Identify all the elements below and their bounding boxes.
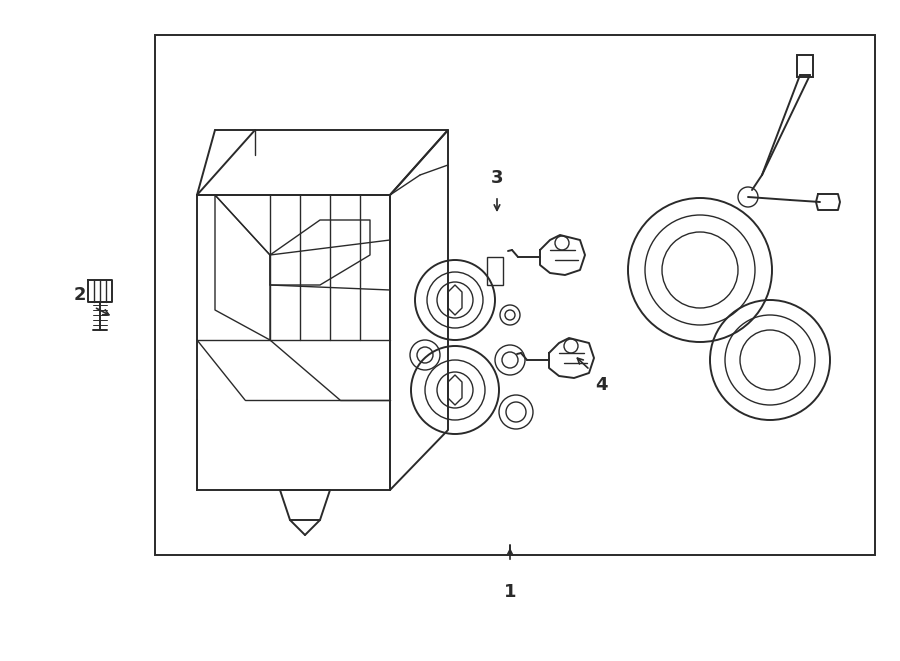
Text: 3: 3 <box>491 169 503 187</box>
Bar <box>155 35 875 555</box>
Text: 4: 4 <box>595 376 608 394</box>
Bar <box>487 257 503 285</box>
Text: 1: 1 <box>504 583 517 601</box>
Bar <box>797 55 813 77</box>
Text: 2: 2 <box>74 286 86 304</box>
